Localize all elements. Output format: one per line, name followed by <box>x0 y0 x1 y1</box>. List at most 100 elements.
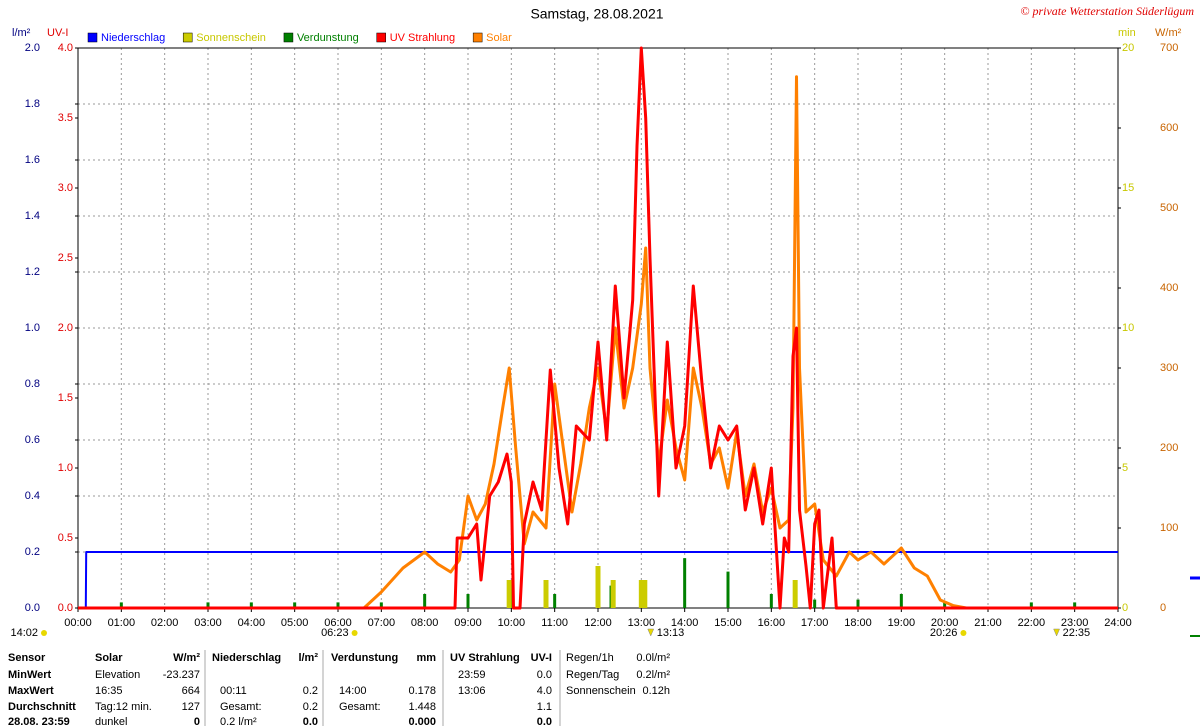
legend-label: UV Strahlung <box>390 32 455 44</box>
y-tick-label: 1.4 <box>25 210 40 222</box>
extra-value: 0.12h <box>642 685 670 697</box>
x-tick-label: 17:00 <box>801 617 829 629</box>
series-line <box>78 75 1118 610</box>
y-tick-label: 0.0 <box>58 602 73 614</box>
legend-label: Verdunstung <box>297 32 359 44</box>
x-tick-label: 22:00 <box>1018 617 1046 629</box>
y-tick-label: 1.8 <box>25 98 40 110</box>
x-tick-label: 07:00 <box>368 617 396 629</box>
column-title: Niederschlag <box>212 652 281 664</box>
time-icon <box>960 630 967 636</box>
row-label: MaxWert <box>8 685 54 697</box>
cell-value: 0.0 <box>303 716 318 726</box>
bar <box>466 594 470 608</box>
cell-value: 664 <box>182 685 200 697</box>
bar <box>119 602 123 608</box>
y-tick-label: 200 <box>1160 442 1178 454</box>
axis-title: W/m² <box>1155 27 1182 39</box>
time-label: 13:13 <box>657 627 685 639</box>
extra-value: 0.2l/m² <box>636 669 670 681</box>
cell-label: 0.2 l/m² <box>220 716 257 726</box>
y-tick-label: 0.5 <box>58 532 73 544</box>
y-tick-label: 0 <box>1122 602 1128 614</box>
cell-value: 0.178 <box>408 685 436 697</box>
y-tick-label: 1.5 <box>58 392 73 404</box>
cell-label: 16:35 <box>95 685 123 697</box>
axis-title: UV-I <box>47 27 68 39</box>
cell-label: Tag:12 min. <box>95 701 152 713</box>
extra-label: Regen/1h <box>566 652 614 664</box>
x-tick-label: 01:00 <box>108 617 136 629</box>
cell-value: 0.0 <box>537 669 552 681</box>
y-tick-label: 700 <box>1160 42 1178 54</box>
cell-label: 14:00 <box>339 685 367 697</box>
x-tick-label: 20:00 <box>931 617 959 629</box>
y-tick-label: 3.0 <box>58 182 73 194</box>
x-tick-label: 21:00 <box>974 617 1002 629</box>
x-tick-label: 23:00 <box>1061 617 1089 629</box>
y-tick-label: 4.0 <box>58 42 73 54</box>
time-label: 14:02 <box>10 627 38 639</box>
series-line <box>78 46 1118 610</box>
y-tick-label: 0.4 <box>25 490 40 502</box>
legend-swatch <box>87 32 98 43</box>
x-tick-label: 16:00 <box>758 617 786 629</box>
cell-label: 13:06 <box>458 685 486 697</box>
cell-label: dunkel <box>95 716 127 726</box>
y-tick-label: 1.6 <box>25 154 40 166</box>
bar <box>899 594 903 608</box>
legend-label: Sonnenschein <box>196 32 266 44</box>
legend-swatch <box>376 32 386 43</box>
y-tick-label: 300 <box>1160 362 1178 374</box>
chart-title: Samstag, 28.08.2021 <box>530 6 663 22</box>
extra-label: Sonnenschein <box>566 685 636 697</box>
bar <box>813 599 817 608</box>
axis-title: l/m² <box>12 27 31 39</box>
time-label: 06:23 <box>321 627 349 639</box>
column-title: Verdunstung <box>331 652 398 664</box>
cell-value: 4.0 <box>537 685 552 697</box>
row-label: 28.08. 23:59 <box>8 716 70 726</box>
x-tick-label: 10:00 <box>498 617 526 629</box>
y-tick-label: 2.0 <box>58 322 73 334</box>
column-unit: W/m² <box>173 652 200 664</box>
x-tick-label: 18:00 <box>844 617 872 629</box>
cell-label: 23:59 <box>458 669 486 681</box>
x-tick-label: 11:00 <box>541 617 568 629</box>
bar <box>683 558 687 608</box>
bar <box>943 602 947 608</box>
y-tick-label: 0.8 <box>25 378 40 390</box>
x-tick-label: 03:00 <box>194 617 222 629</box>
row-label: MinWert <box>8 669 52 681</box>
legend-swatch <box>472 32 483 43</box>
x-tick-label: 05:00 <box>281 617 309 629</box>
bar <box>792 580 798 608</box>
bar <box>1073 602 1077 608</box>
bar <box>506 580 512 608</box>
legend-swatch <box>182 32 193 43</box>
row-label: Sensor <box>8 652 46 664</box>
x-tick-label: 15:00 <box>714 617 742 629</box>
column-unit: l/m² <box>298 652 318 664</box>
cell-label: Elevation <box>95 669 140 681</box>
y-tick-label: 400 <box>1160 282 1178 294</box>
x-tick-label: 00:00 <box>64 617 92 629</box>
cell-label: Gesamt: <box>220 701 262 713</box>
x-tick-label: 12:00 <box>584 617 612 629</box>
column-unit: UV-I <box>531 652 552 664</box>
x-tick-label: 02:00 <box>151 617 179 629</box>
y-tick-label: 2.0 <box>25 42 40 54</box>
legend-label: Niederschlag <box>101 32 165 44</box>
legend-label: Solar <box>486 32 512 44</box>
column-title: Solar <box>95 652 123 664</box>
cell-value: 0.2 <box>303 685 318 697</box>
bar <box>638 580 644 608</box>
bar <box>553 594 557 608</box>
bar <box>249 602 253 608</box>
credit: © private Wetterstation Süderlügum <box>1020 4 1194 18</box>
cell-value: 1.1 <box>537 701 552 713</box>
cell-value: 0.0 <box>537 716 552 726</box>
cell-value: 0.2 <box>303 701 318 713</box>
